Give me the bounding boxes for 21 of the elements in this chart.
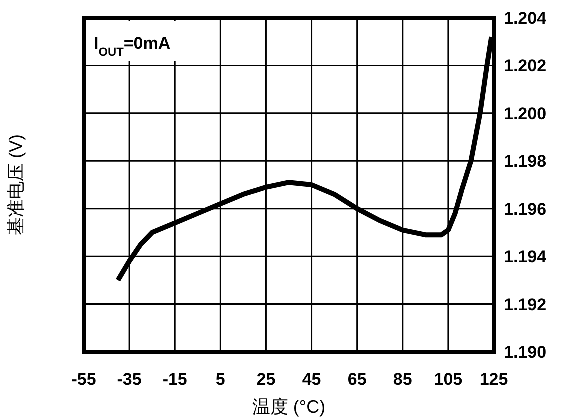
y-tick-label: 1.190: [504, 343, 547, 362]
x-tick-label: 105: [434, 370, 463, 389]
x-tick-label: 5: [216, 370, 226, 389]
y-tick-label: 1.200: [504, 104, 547, 124]
x-tick-label: -35: [117, 370, 142, 389]
annotation: I$_{OUT}$=0mA: [94, 34, 171, 59]
y-axis-title: 基准电压 (V): [6, 134, 26, 236]
y-tick-label: 1.192: [504, 295, 547, 314]
x-tick-label: 65: [348, 370, 367, 389]
y-tick-label: 1.194: [504, 248, 548, 267]
x-axis-title: 温度 (°C): [252, 397, 326, 417]
x-tick-label: -15: [162, 370, 188, 389]
x-tick-label: 125: [480, 370, 508, 389]
x-tick-label: 45: [302, 370, 322, 389]
x-tick-label: -55: [72, 370, 96, 389]
y-tick-label: 1.198: [504, 152, 547, 172]
x-tick-label: 85: [393, 370, 412, 389]
x-tick-label: 25: [256, 370, 276, 389]
y-tick-label: 1.196: [504, 200, 547, 219]
y-tick-label: 1.204: [504, 9, 548, 28]
y-tick-label: 1.202: [504, 56, 547, 76]
